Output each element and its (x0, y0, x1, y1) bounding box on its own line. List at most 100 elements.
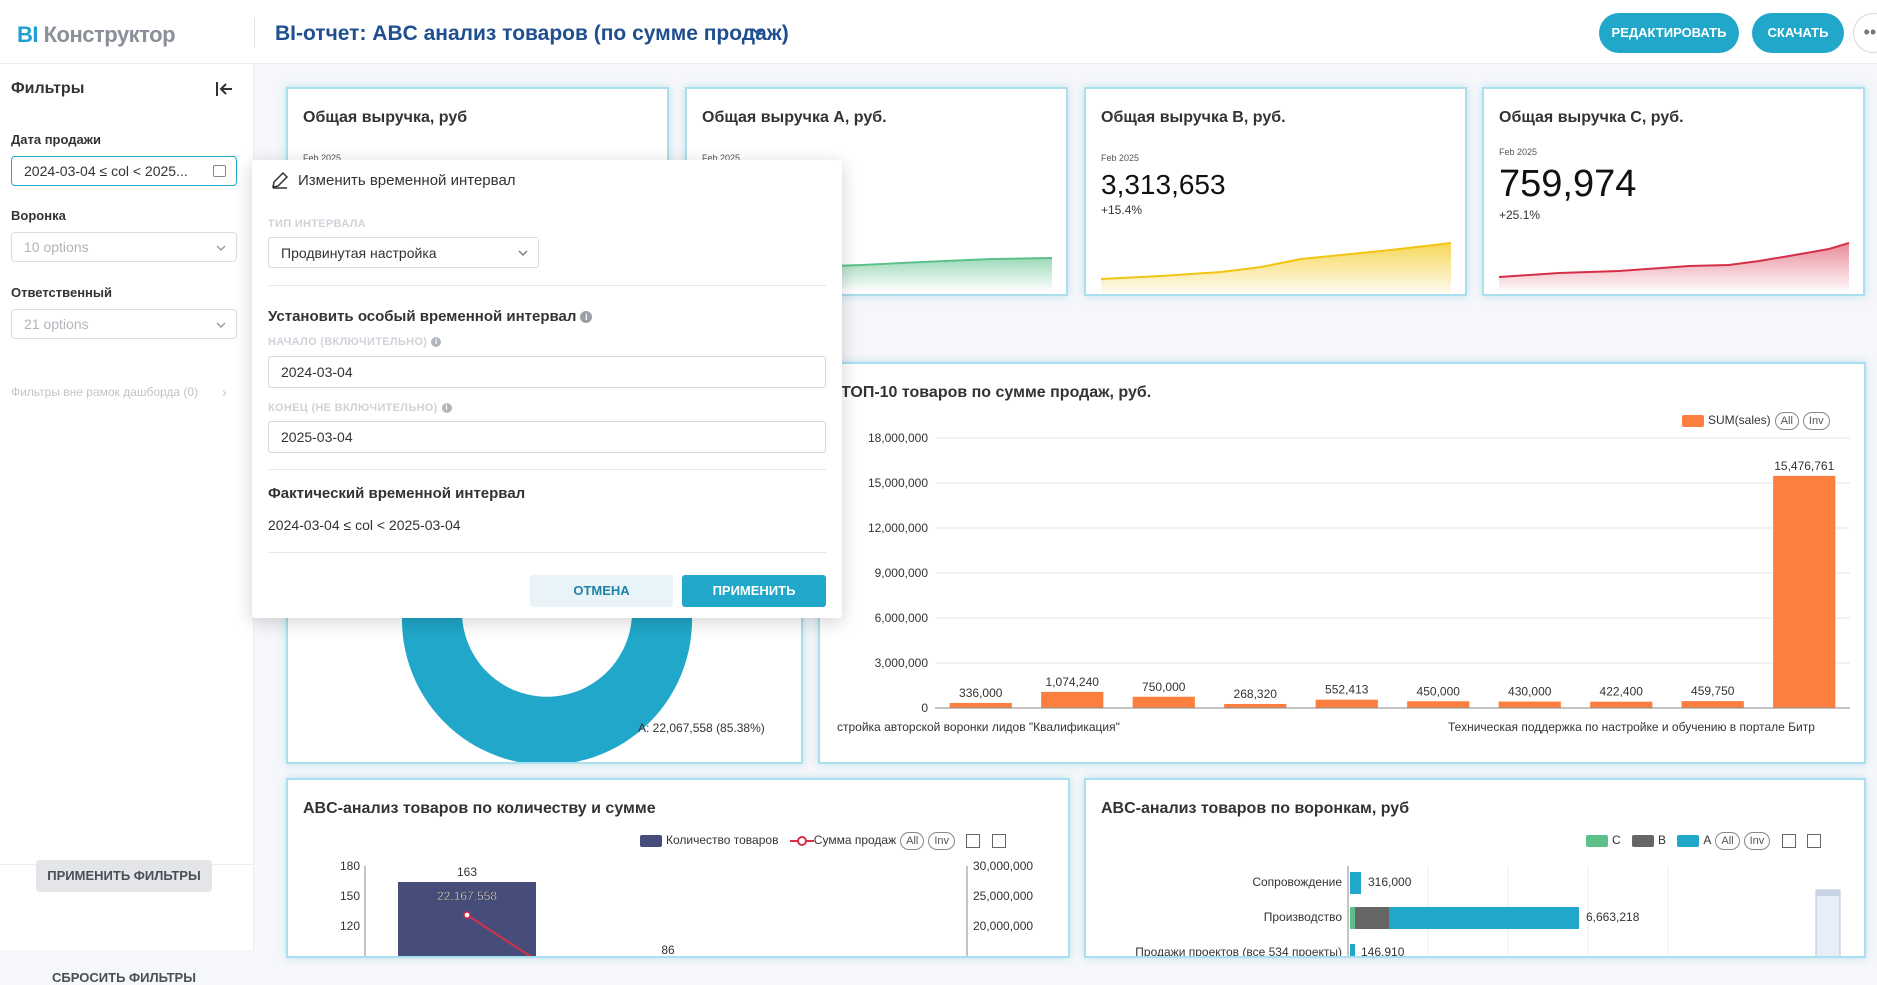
funnel-bar-c[interactable] (1350, 907, 1355, 929)
calendar-icon (213, 165, 226, 177)
funnel-row-label: Производство (1264, 910, 1343, 924)
reset-zoom-icon[interactable] (1807, 834, 1821, 848)
legend-label-qty[interactable]: Количество товаров (666, 833, 779, 848)
bar-10[interactable] (1773, 475, 1836, 708)
reset-filters-button[interactable]: СБРОСИТЬ ФИЛЬТРЫ (52, 970, 196, 985)
bar-value-label: 268,320 (1234, 687, 1278, 701)
funnel-row-label: Продажи проектов (все 534 проекты) (1135, 945, 1342, 958)
donut-label-a: A: 22,067,558 (85.38%) (638, 721, 765, 735)
info-icon[interactable]: i (441, 403, 452, 414)
funnel-bar-a[interactable] (1350, 944, 1355, 958)
bar-value-label: 422,400 (1600, 685, 1644, 699)
end-date-input[interactable]: 2025-03-04 (268, 421, 826, 453)
legend-all-pill[interactable]: All (900, 832, 925, 850)
kpi-date: Feb 2025 (1499, 147, 1538, 157)
end-label: КОНЕЦ (НЕ ВКЛЮЧИТЕЛЬНО) i (268, 402, 452, 414)
y-right-tick: 20,000,000 (973, 919, 1033, 933)
y-tick-label: 0 (921, 701, 928, 715)
legend-label-sum[interactable]: Сумма продаж (813, 833, 897, 848)
kpi-delta: +15.4% (1101, 203, 1143, 217)
chevron-down-icon (518, 250, 528, 256)
start-label: НАЧАЛО (ВКЛЮЧИТЕЛЬНО) i (268, 336, 442, 348)
bar-value-label: 15,476,761 (1774, 459, 1834, 473)
edit-button[interactable]: РЕДАКТИРОВАТЬ (1599, 13, 1739, 53)
zoom-icon[interactable] (1781, 834, 1796, 848)
funnel-filter-label: Воронка (11, 208, 66, 223)
legend-inv-pill[interactable]: Inv (928, 832, 956, 850)
y-tick-label: 18,000,000 (868, 431, 928, 445)
scroll-slider[interactable] (1815, 889, 1841, 958)
funnel-row-value: 146,910 (1361, 945, 1405, 958)
more-options-button[interactable]: ••• (1853, 13, 1877, 53)
sparkline-b (1101, 242, 1451, 294)
bar-9[interactable] (1681, 701, 1744, 708)
apply-filters-button[interactable]: ПРИМЕНИТЬ ФИЛЬТРЫ (36, 860, 212, 892)
popup-header: Изменить временной интервал (298, 172, 516, 189)
outside-filters-link[interactable]: Фильтры вне рамок дашборда (0) (11, 385, 199, 399)
chevron-down-icon (216, 245, 226, 251)
download-button[interactable]: СКАЧАТЬ (1752, 13, 1844, 53)
sum-point-label: 22,167,558 (437, 889, 497, 903)
sparkline-c (1499, 242, 1849, 289)
qty-bar-label: 163 (457, 865, 477, 879)
qty-bar-a[interactable] (398, 882, 536, 958)
bar-8[interactable] (1590, 701, 1653, 708)
info-icon[interactable]: i (431, 337, 442, 348)
date-filter-input[interactable]: 2024-03-04 ≤ col < 2025... (11, 156, 237, 186)
chart-title: ABC-анализ товаров по воронкам, руб (1101, 800, 1410, 817)
owner-filter-select[interactable]: 21 options (11, 309, 237, 339)
bar-value-label: 459,750 (1691, 684, 1735, 698)
bar-2[interactable] (1041, 691, 1104, 708)
report-title[interactable]: BI-отчет: ABC анализ товаров (по сумме п… (275, 22, 789, 45)
custom-range-title: Установить особый временной интервал i (268, 308, 593, 325)
kpi-date: Feb 2025 (303, 153, 342, 163)
legend-all-pill[interactable]: All (1715, 832, 1740, 850)
donut-segment-a[interactable] (402, 586, 692, 764)
chart-legend: C B A All Inv (1586, 832, 1821, 850)
legend-label-b[interactable]: B (1658, 833, 1667, 848)
bar-value-label: 430,000 (1508, 685, 1552, 699)
bar-value-label: 552,413 (1325, 683, 1369, 697)
reset-zoom-icon[interactable] (991, 834, 1006, 848)
info-icon[interactable]: i (580, 311, 593, 324)
top-bar: BI Конструктор BI-отчет: ABC анализ това… (0, 0, 1877, 64)
kpi-card-b: Общая выручка B, руб. Feb 2025 3,313,653… (1084, 87, 1467, 296)
legend-label-a[interactable]: A (1703, 833, 1712, 848)
legend-all-pill[interactable]: All (1774, 412, 1799, 430)
y-tick-label: 3,000,000 (875, 656, 929, 670)
bar-1[interactable] (949, 702, 1012, 708)
app-logo[interactable]: BI Конструктор (17, 22, 176, 47)
funnel-filter-select[interactable]: 10 options (11, 232, 237, 262)
popup-divider (268, 469, 826, 470)
scroll-slider-handle[interactable] (1816, 890, 1840, 896)
cancel-button[interactable]: ОТМЕНА (530, 575, 673, 607)
y-left-tick: 120 (340, 919, 360, 933)
bar-4[interactable] (1224, 703, 1287, 708)
chart-title: ТОП-10 товаров по сумме продаж, руб. (841, 384, 1152, 401)
funnel-bar-a[interactable] (1350, 872, 1361, 894)
actual-range-value: 2024-03-04 ≤ col < 2025-03-04 (268, 517, 461, 533)
zoom-icon[interactable] (966, 834, 981, 848)
bar-7[interactable] (1498, 701, 1561, 708)
top10-card: ТОП-10 товаров по сумме продаж, руб. SUM… (818, 362, 1866, 764)
legend-inv-pill[interactable]: Inv (1743, 832, 1771, 850)
chevron-down-icon[interactable] (750, 24, 766, 40)
collapse-sidebar-icon[interactable] (214, 79, 236, 99)
funnel-bar-b[interactable] (1355, 907, 1389, 929)
kpi-delta: +25.1% (1499, 208, 1541, 222)
kpi-title: Общая выручка C, руб. (1499, 109, 1684, 126)
start-date-input[interactable]: 2024-03-04 (268, 356, 826, 388)
bar-5[interactable] (1315, 699, 1378, 708)
legend-label-c[interactable]: C (1612, 833, 1621, 848)
legend-label[interactable]: SUM(sales) (1708, 413, 1771, 428)
bar-6[interactable] (1407, 701, 1470, 708)
apply-button[interactable]: ПРИМЕНИТЬ (682, 575, 826, 607)
kpi-value: 759,974 (1499, 163, 1637, 205)
legend-inv-pill[interactable]: Inv (1802, 412, 1830, 430)
y-left-tick: 180 (340, 859, 360, 873)
range-type-select[interactable]: Продвинутая настройка (268, 237, 539, 268)
bar-3[interactable] (1132, 696, 1195, 708)
sum-point[interactable] (463, 911, 471, 919)
funnel-bar-a[interactable] (1389, 907, 1579, 929)
y-tick-label: 9,000,000 (875, 566, 929, 580)
